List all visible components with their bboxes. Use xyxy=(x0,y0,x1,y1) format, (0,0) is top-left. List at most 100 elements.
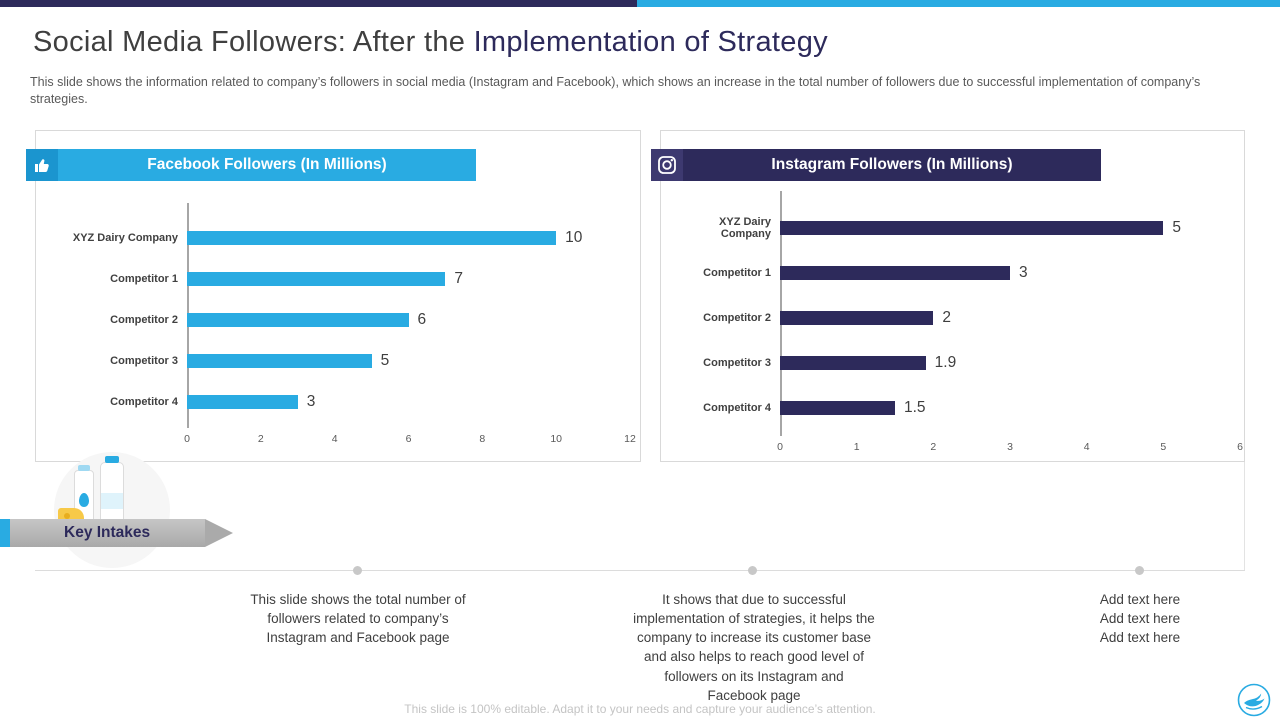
timeline-line xyxy=(35,570,1245,571)
value-label: 7 xyxy=(454,269,464,287)
dairy-illustration xyxy=(54,452,174,570)
timeline-dot xyxy=(748,566,757,575)
axis-tick-label: 5 xyxy=(1160,441,1167,453)
bar-row: XYZ Dairy Company 10 xyxy=(54,217,630,258)
category-label: Competitor 3 xyxy=(110,354,178,367)
note-text-1: This slide shows the total number of fol… xyxy=(250,592,466,646)
value-label: 3 xyxy=(306,392,316,410)
value-label: 6 xyxy=(417,310,427,328)
category-label: Competitor 2 xyxy=(110,313,178,326)
value-label: 1.5 xyxy=(904,398,926,416)
bar-track: 3 xyxy=(780,263,1240,281)
accent-bar-cyan-segment xyxy=(637,0,1280,7)
bar-track: 5 xyxy=(780,218,1240,236)
facebook-bar-chart: XYZ Dairy Company 10 Competitor 1 7 Competit… xyxy=(54,203,636,449)
key-intakes-label: Key Intakes xyxy=(64,524,151,541)
timeline-dot xyxy=(353,566,362,575)
bar-row: Competitor 4 3 xyxy=(54,381,630,422)
page-title-accent: Implementation of Strategy xyxy=(473,26,828,58)
bar xyxy=(187,394,298,409)
editable-footnote: This slide is 100% editable. Adapt it to… xyxy=(404,702,876,716)
axis-tick-label: 2 xyxy=(257,433,264,445)
bar xyxy=(780,220,1164,235)
instagram-icon xyxy=(651,149,683,181)
category-label: Competitor 4 xyxy=(703,401,771,414)
bar-track: 1.5 xyxy=(780,398,1240,416)
bar-track: 7 xyxy=(187,269,630,287)
bar xyxy=(780,355,926,370)
brand-logo xyxy=(1236,682,1272,718)
axis-tick-label: 6 xyxy=(405,433,412,445)
facebook-chart-rows: XYZ Dairy Company 10 Competitor 1 7 Competit… xyxy=(54,203,630,428)
accent-bar-navy-segment xyxy=(0,0,637,7)
axis-tick-label: 4 xyxy=(331,433,338,445)
instagram-x-axis: 0 1 2 3 4 5 6 xyxy=(777,441,1243,457)
axis-tick-label: 10 xyxy=(550,433,562,445)
axis-tick-label: 3 xyxy=(1007,441,1013,453)
bar-row: XYZ Dairy Company 5 xyxy=(679,205,1240,250)
axis-tick-label: 12 xyxy=(624,433,636,445)
page-title-primary: Social Media Followers: After the xyxy=(33,26,474,58)
note-placeholder-text: Add text here Add text here Add text her… xyxy=(1099,592,1181,646)
note-text-2: It shows that due to successful implemen… xyxy=(633,592,875,703)
bar xyxy=(780,265,1010,280)
axis-tick-label: 2 xyxy=(930,441,937,453)
axis-tick-label: 4 xyxy=(1083,441,1090,453)
bar-track: 3 xyxy=(187,392,630,410)
value-label: 10 xyxy=(565,228,583,246)
timeline-dot xyxy=(1135,566,1144,575)
axis-tick-label: 0 xyxy=(777,441,783,453)
bar-track: 6 xyxy=(187,310,630,328)
category-label: Competitor 1 xyxy=(110,272,178,285)
bar xyxy=(187,312,409,327)
instagram-chart-title: Instagram Followers (In Millions) xyxy=(683,149,1101,181)
facebook-chart-title: Facebook Followers (In Millions) xyxy=(58,149,476,181)
category-label: Competitor 4 xyxy=(110,395,178,408)
bar xyxy=(187,271,446,286)
bar-track: 2 xyxy=(780,308,1240,326)
bar xyxy=(187,230,557,245)
category-label: Competitor 2 xyxy=(703,311,771,324)
value-label: 1.9 xyxy=(934,353,957,371)
category-label: XYZ Dairy Company xyxy=(719,215,771,240)
slide-subtitle: This slide shows the information related… xyxy=(30,75,1201,106)
category-label: Competitor 1 xyxy=(703,266,771,279)
category-label: Competitor 3 xyxy=(703,356,771,369)
key-intakes-banner: Key Intakes xyxy=(0,519,233,547)
facebook-x-axis: 0 2 4 6 8 10 12 xyxy=(184,433,636,449)
bar-row: Competitor 1 3 xyxy=(679,250,1240,295)
value-label: 5 xyxy=(380,351,390,369)
bar-row: Competitor 3 5 xyxy=(54,340,630,381)
bar xyxy=(780,400,895,415)
axis-tick-label: 8 xyxy=(479,433,486,445)
value-label: 5 xyxy=(1172,218,1181,236)
bar-track: 10 xyxy=(187,228,630,246)
page-title: Social Media Followers: After the Implem… xyxy=(33,26,828,59)
bar xyxy=(187,353,372,368)
instagram-chart-rows: XYZ Dairy Company 5 Competitor 1 3 Competito… xyxy=(679,191,1240,436)
milk-bottle-icon xyxy=(100,456,124,530)
panel-edge-line xyxy=(1244,462,1245,570)
instagram-chart-header: Instagram Followers (In Millions) xyxy=(651,149,1101,181)
category-label: XYZ Dairy Company xyxy=(72,231,178,244)
bar-row: Competitor 1 7 xyxy=(54,258,630,299)
axis-tick-label: 6 xyxy=(1237,441,1243,453)
facebook-icon xyxy=(26,149,58,181)
bar-row: Competitor 4 1.5 xyxy=(679,385,1240,430)
top-accent-bar xyxy=(0,0,1280,7)
instagram-chart-panel: Instagram Followers (In Millions) XYZ Da… xyxy=(651,130,1245,462)
value-label: 2 xyxy=(942,308,951,326)
bar-track: 5 xyxy=(187,351,630,369)
axis-tick-label: 1 xyxy=(853,441,860,453)
bar-row: Competitor 2 6 xyxy=(54,299,630,340)
value-label: 3 xyxy=(1019,263,1028,281)
facebook-chart-header: Facebook Followers (In Millions) xyxy=(26,149,476,181)
facebook-chart-panel: Facebook Followers (In Millions) XYZ Dai… xyxy=(26,130,641,462)
bar xyxy=(780,310,934,325)
bar-row: Competitor 3 1.9 xyxy=(679,340,1240,385)
key-intakes-accent-strip xyxy=(0,519,10,547)
axis-tick-label: 0 xyxy=(184,433,190,445)
bar-track: 1.9 xyxy=(780,353,1240,371)
instagram-bar-chart: XYZ Dairy Company 5 Competitor 1 3 Competito… xyxy=(679,191,1243,457)
